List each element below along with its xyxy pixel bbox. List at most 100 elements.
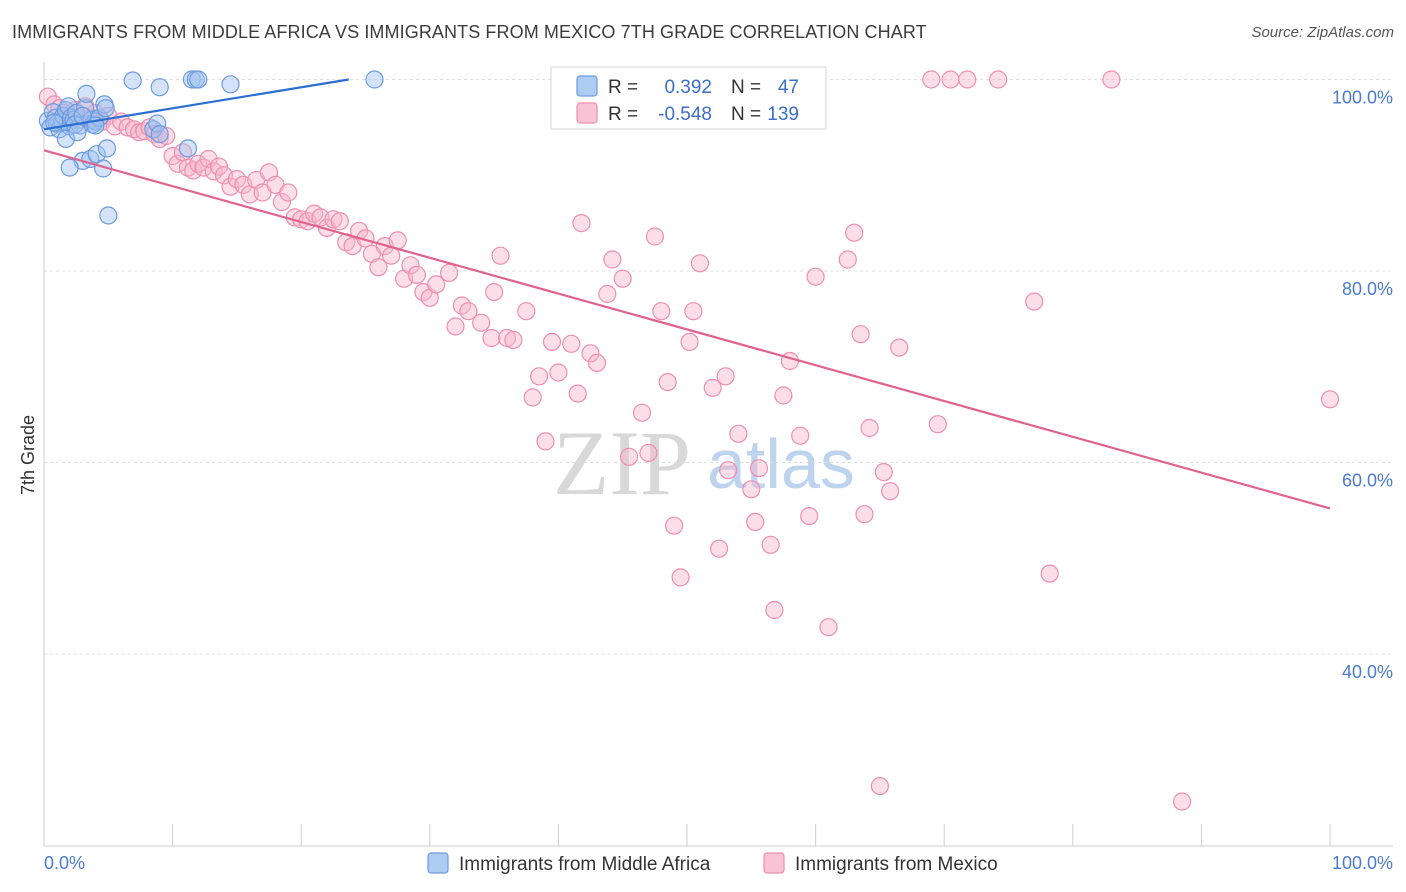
point-middle-africa-26 [96,99,115,118]
point-mexico-104 [719,461,738,480]
legend-swatch-middle-africa [427,852,449,874]
point-mexico-109 [761,535,780,554]
y-axis-label: 7th Grade [18,415,38,495]
point-mexico-84 [572,214,591,233]
point-mexico-71 [482,328,501,348]
point-mexico-101 [703,378,722,397]
point-mexico-127 [1025,292,1044,311]
point-mexico-56 [369,258,388,277]
point-mexico-96 [664,516,684,535]
point-mexico-72 [485,283,504,302]
point-mexico-66 [440,263,459,282]
point-mexico-117 [838,250,857,269]
point-mexico-41 [272,193,291,212]
point-mexico-76 [517,302,536,321]
point-middle-africa-29 [56,129,76,148]
stats-n-label-2: N = [731,104,761,125]
series-legend: Immigrants from Middle Africa Immigrants… [427,852,998,875]
x-tick-label-max: 100.0% [1332,853,1393,873]
point-middle-africa-45 [365,70,384,89]
legend-label-middle-africa: Immigrants from Middle Africa [459,854,711,875]
point-mexico-111 [774,386,793,405]
point-mexico-108 [749,459,769,478]
point-mexico-77 [523,388,542,407]
point-mexico-119 [851,325,870,344]
point-mexico-130 [1320,390,1340,409]
x-tick-label-min: 0.0% [44,853,85,873]
point-middle-africa-43 [189,70,208,89]
point-mexico-120 [855,505,874,524]
point-mexico-86 [587,353,607,372]
point-mexico-49 [324,210,343,229]
point-mexico-129 [1172,792,1192,811]
point-mexico-138 [1102,70,1121,89]
point-middle-africa-37 [148,114,167,133]
stats-r-value-1: 0.392 [664,77,712,98]
gridlines [44,79,1393,655]
y-tick-label-80: 80.0% [1342,279,1393,299]
point-mexico-124 [881,482,900,501]
point-mexico-107 [746,512,765,532]
point-mexico-67 [446,317,465,336]
point-mexico-28 [194,158,213,177]
point-mexico-73 [491,246,510,265]
point-mexico-25 [178,158,198,177]
point-mexico-97 [671,568,690,587]
y-axis-tick-labels: 40.0% 60.0% 80.0% 100.0% [1332,88,1393,683]
point-middle-africa-39 [150,125,169,144]
point-mexico-83 [568,384,587,403]
legend-swatch-mexico [763,852,785,874]
point-mexico-135 [941,70,960,89]
point-mexico-115 [806,267,825,286]
stats-swatch-blue [576,75,598,97]
point-mexico-126 [928,415,947,434]
stats-n-label-1: N = [731,77,761,98]
point-middle-africa-32 [68,123,87,142]
point-mexico-93 [645,227,665,246]
axes [43,62,1393,847]
point-mexico-90 [619,447,639,466]
point-mexico-69 [459,302,478,321]
point-mexico-102 [709,539,729,558]
point-mexico-99 [684,302,703,321]
point-middle-africa-28 [99,206,118,225]
point-middle-africa-44 [221,75,240,94]
point-mexico-80 [542,332,562,351]
point-mexico-136 [958,70,977,89]
y-tick-label-40: 40.0% [1342,662,1393,682]
point-mexico-113 [791,426,810,445]
point-mexico-23 [168,154,187,173]
point-middle-africa-33 [73,106,92,126]
trend-line-middle-africa [43,78,349,131]
y-tick-label-100: 100.0% [1332,88,1393,108]
point-mexico-110 [765,600,784,620]
point-mexico-88 [603,250,622,269]
point-mexico-78 [529,367,549,386]
point-mexico-98 [680,332,699,351]
point-mexico-100 [690,254,710,273]
stats-r-label-1: R = [608,77,638,98]
point-mexico-87 [598,284,617,304]
point-mexico-121 [860,418,879,438]
trend-lines [43,78,1331,510]
point-mexico-42 [279,183,298,202]
point-mexico-85 [581,344,600,363]
chart-title: IMMIGRANTS FROM MIDDLE AFRICA VS IMMIGRA… [12,22,927,42]
point-mexico-82 [562,334,581,353]
stats-n-value-2: 139 [767,104,799,125]
point-middle-africa-17 [77,84,96,104]
trend-line-mexico [43,149,1331,510]
point-mexico-134 [922,70,941,89]
stats-r-label-2: R = [608,104,638,125]
y-tick-label-60: 60.0% [1342,471,1393,491]
x-axis-ticks [43,824,1331,846]
point-mexico-114 [800,506,819,526]
legend-label-mexico: Immigrants from Mexico [795,854,998,875]
point-mexico-123 [874,463,893,482]
point-mexico-61 [401,256,420,275]
source-credit: Source: ZipAtlas.com [1251,24,1394,41]
point-middle-africa-40 [178,139,198,158]
stats-legend: R = 0.392 N = 47 R = -0.548 N = 139 [550,66,827,130]
point-mexico-105 [729,424,748,443]
